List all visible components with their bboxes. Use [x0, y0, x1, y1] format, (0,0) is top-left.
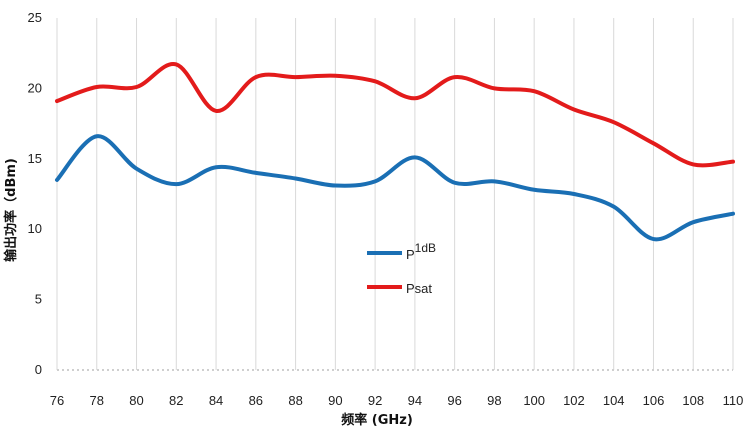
y-tick-label-15: 15: [28, 151, 42, 166]
x-tick-label-94: 94: [408, 393, 422, 408]
y-axis-ticks: 0 5 10 15 20 25: [28, 10, 42, 377]
legend: P1dB Psat: [367, 241, 436, 296]
x-tick-label-80: 80: [129, 393, 143, 408]
x-tick-label-96: 96: [447, 393, 461, 408]
y-tick-label-0: 0: [35, 362, 42, 377]
legend-label-psat: Psat: [406, 281, 432, 296]
y-tick-label-20: 20: [28, 80, 42, 95]
y-tick-label-10: 10: [28, 221, 42, 236]
x-axis-ticks: 76 78 80 82 84 86 88 90 92 94 96 98 100 102 104 106 108 1…: [50, 393, 744, 408]
x-tick-label-90: 90: [328, 393, 342, 408]
legend-label-p1db: P1dB: [406, 241, 436, 262]
x-tick-label-108: 108: [682, 393, 704, 408]
x-tick-label-86: 86: [249, 393, 263, 408]
x-axis-title: 频率 (GHz): [341, 412, 413, 428]
series-line-p1db: [55, 134, 735, 242]
series-line-psat: [55, 62, 735, 168]
x-tick-label-92: 92: [368, 393, 382, 408]
series-layer: [55, 62, 735, 242]
x-tick-label-76: 76: [50, 393, 64, 408]
y-tick-label-5: 5: [35, 292, 42, 307]
x-tick-label-102: 102: [563, 393, 585, 408]
x-tick-label-100: 100: [523, 393, 545, 408]
x-tick-label-84: 84: [209, 393, 223, 408]
x-tick-label-98: 98: [487, 393, 501, 408]
x-tick-label-106: 106: [643, 393, 665, 408]
x-tick-label-78: 78: [90, 393, 104, 408]
x-tick-label-104: 104: [603, 393, 625, 408]
x-tick-label-110: 110: [723, 393, 744, 408]
x-tick-label-82: 82: [169, 393, 183, 408]
x-tick-label-88: 88: [288, 393, 302, 408]
y-axis-title: 输出功率（dBm): [3, 158, 19, 262]
y-tick-label-25: 25: [28, 10, 42, 25]
